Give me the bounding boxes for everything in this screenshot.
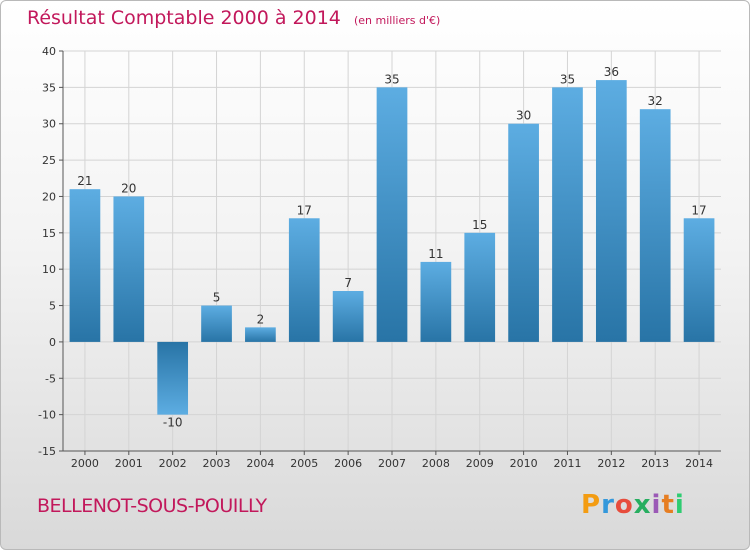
y-tick-label: 30 xyxy=(42,118,56,131)
y-tick-label: 15 xyxy=(42,227,56,240)
y-tick-label: -5 xyxy=(45,372,56,385)
x-tick-label-2009: 2009 xyxy=(466,457,494,470)
data-label-2006: 7 xyxy=(344,276,352,290)
bar-2001 xyxy=(113,196,145,342)
chart-title: Résultat Comptable 2000 à 2014 xyxy=(27,7,341,29)
bar-2005 xyxy=(288,218,320,342)
logo-letter: r xyxy=(601,490,615,520)
x-tick-label-2007: 2007 xyxy=(378,457,406,470)
bar-2012 xyxy=(595,80,627,342)
x-tick-label-2001: 2001 xyxy=(115,457,143,470)
y-tick-label: 20 xyxy=(42,190,56,203)
logo-letter: o xyxy=(614,490,634,520)
data-label-2001: 20 xyxy=(121,181,136,195)
data-label-2010: 30 xyxy=(516,109,531,123)
y-tick-label: -15 xyxy=(38,445,56,458)
data-label-2012: 36 xyxy=(604,65,619,79)
x-tick-label-2012: 2012 xyxy=(597,457,625,470)
y-tick-label: 35 xyxy=(42,81,56,94)
x-tick-label-2004: 2004 xyxy=(246,457,274,470)
y-tick-label: 5 xyxy=(49,300,56,313)
data-label-2003: 5 xyxy=(213,291,221,305)
logo-letter: i xyxy=(651,490,662,520)
bar-2004 xyxy=(245,327,276,342)
x-tick-label-2011: 2011 xyxy=(553,457,581,470)
x-tick-label-2010: 2010 xyxy=(510,457,538,470)
bar-2002 xyxy=(157,341,189,415)
x-tick-label-2003: 2003 xyxy=(203,457,231,470)
x-tick-label-2014: 2014 xyxy=(685,457,713,470)
bar-2003 xyxy=(201,305,232,342)
proxiti-logo[interactable]: Proxiti xyxy=(581,490,685,520)
bar-layer xyxy=(69,80,715,415)
data-label-2009: 15 xyxy=(472,218,487,232)
y-tick-label: -10 xyxy=(38,409,56,422)
bar-2009 xyxy=(464,232,496,342)
data-label-2002: -10 xyxy=(163,416,183,430)
bar-2011 xyxy=(552,87,583,342)
data-label-2007: 35 xyxy=(384,72,399,86)
logo-letter: x xyxy=(633,490,652,520)
bar-2000 xyxy=(69,189,101,342)
data-label-2011: 35 xyxy=(560,72,575,86)
data-label-2008: 11 xyxy=(428,247,443,261)
x-tick-label-2013: 2013 xyxy=(641,457,669,470)
data-label-2014: 17 xyxy=(691,203,706,217)
data-label-2005: 17 xyxy=(297,203,312,217)
commune-name: BELLENOT-SOUS-POUILLY xyxy=(37,495,267,517)
y-tick-label: 10 xyxy=(42,263,56,276)
bar-2014 xyxy=(683,218,715,342)
x-tick-label-2005: 2005 xyxy=(290,457,318,470)
x-tick-label-2008: 2008 xyxy=(422,457,450,470)
x-tick-label-2000: 2000 xyxy=(71,457,99,470)
bar-2007 xyxy=(376,87,408,342)
logo-letter: i xyxy=(674,490,685,520)
x-tick-label-2006: 2006 xyxy=(334,457,362,470)
data-label-2000: 21 xyxy=(77,174,92,188)
y-tick-label: 0 xyxy=(49,336,56,349)
bar-2013 xyxy=(639,109,671,342)
x-tick-label-2002: 2002 xyxy=(159,457,187,470)
data-label-2013: 32 xyxy=(648,94,663,108)
bar-2006 xyxy=(332,291,364,342)
logo-letter: P xyxy=(581,490,602,520)
data-label-2004: 2 xyxy=(257,312,265,326)
y-tick-label: 40 xyxy=(42,45,56,58)
label-layer: 21 20 -10 5 2 17 7 35 11 15 30 35 36 32 17 xyxy=(77,65,706,430)
title-row: Résultat Comptable 2000 à 2014 (en milli… xyxy=(27,7,440,29)
y-tick-label: 25 xyxy=(42,154,56,167)
logo-letter: t xyxy=(661,490,675,520)
bar-2010 xyxy=(508,123,539,342)
bar-2008 xyxy=(420,261,452,342)
chart-unit: (en milliers d'€) xyxy=(353,14,441,27)
